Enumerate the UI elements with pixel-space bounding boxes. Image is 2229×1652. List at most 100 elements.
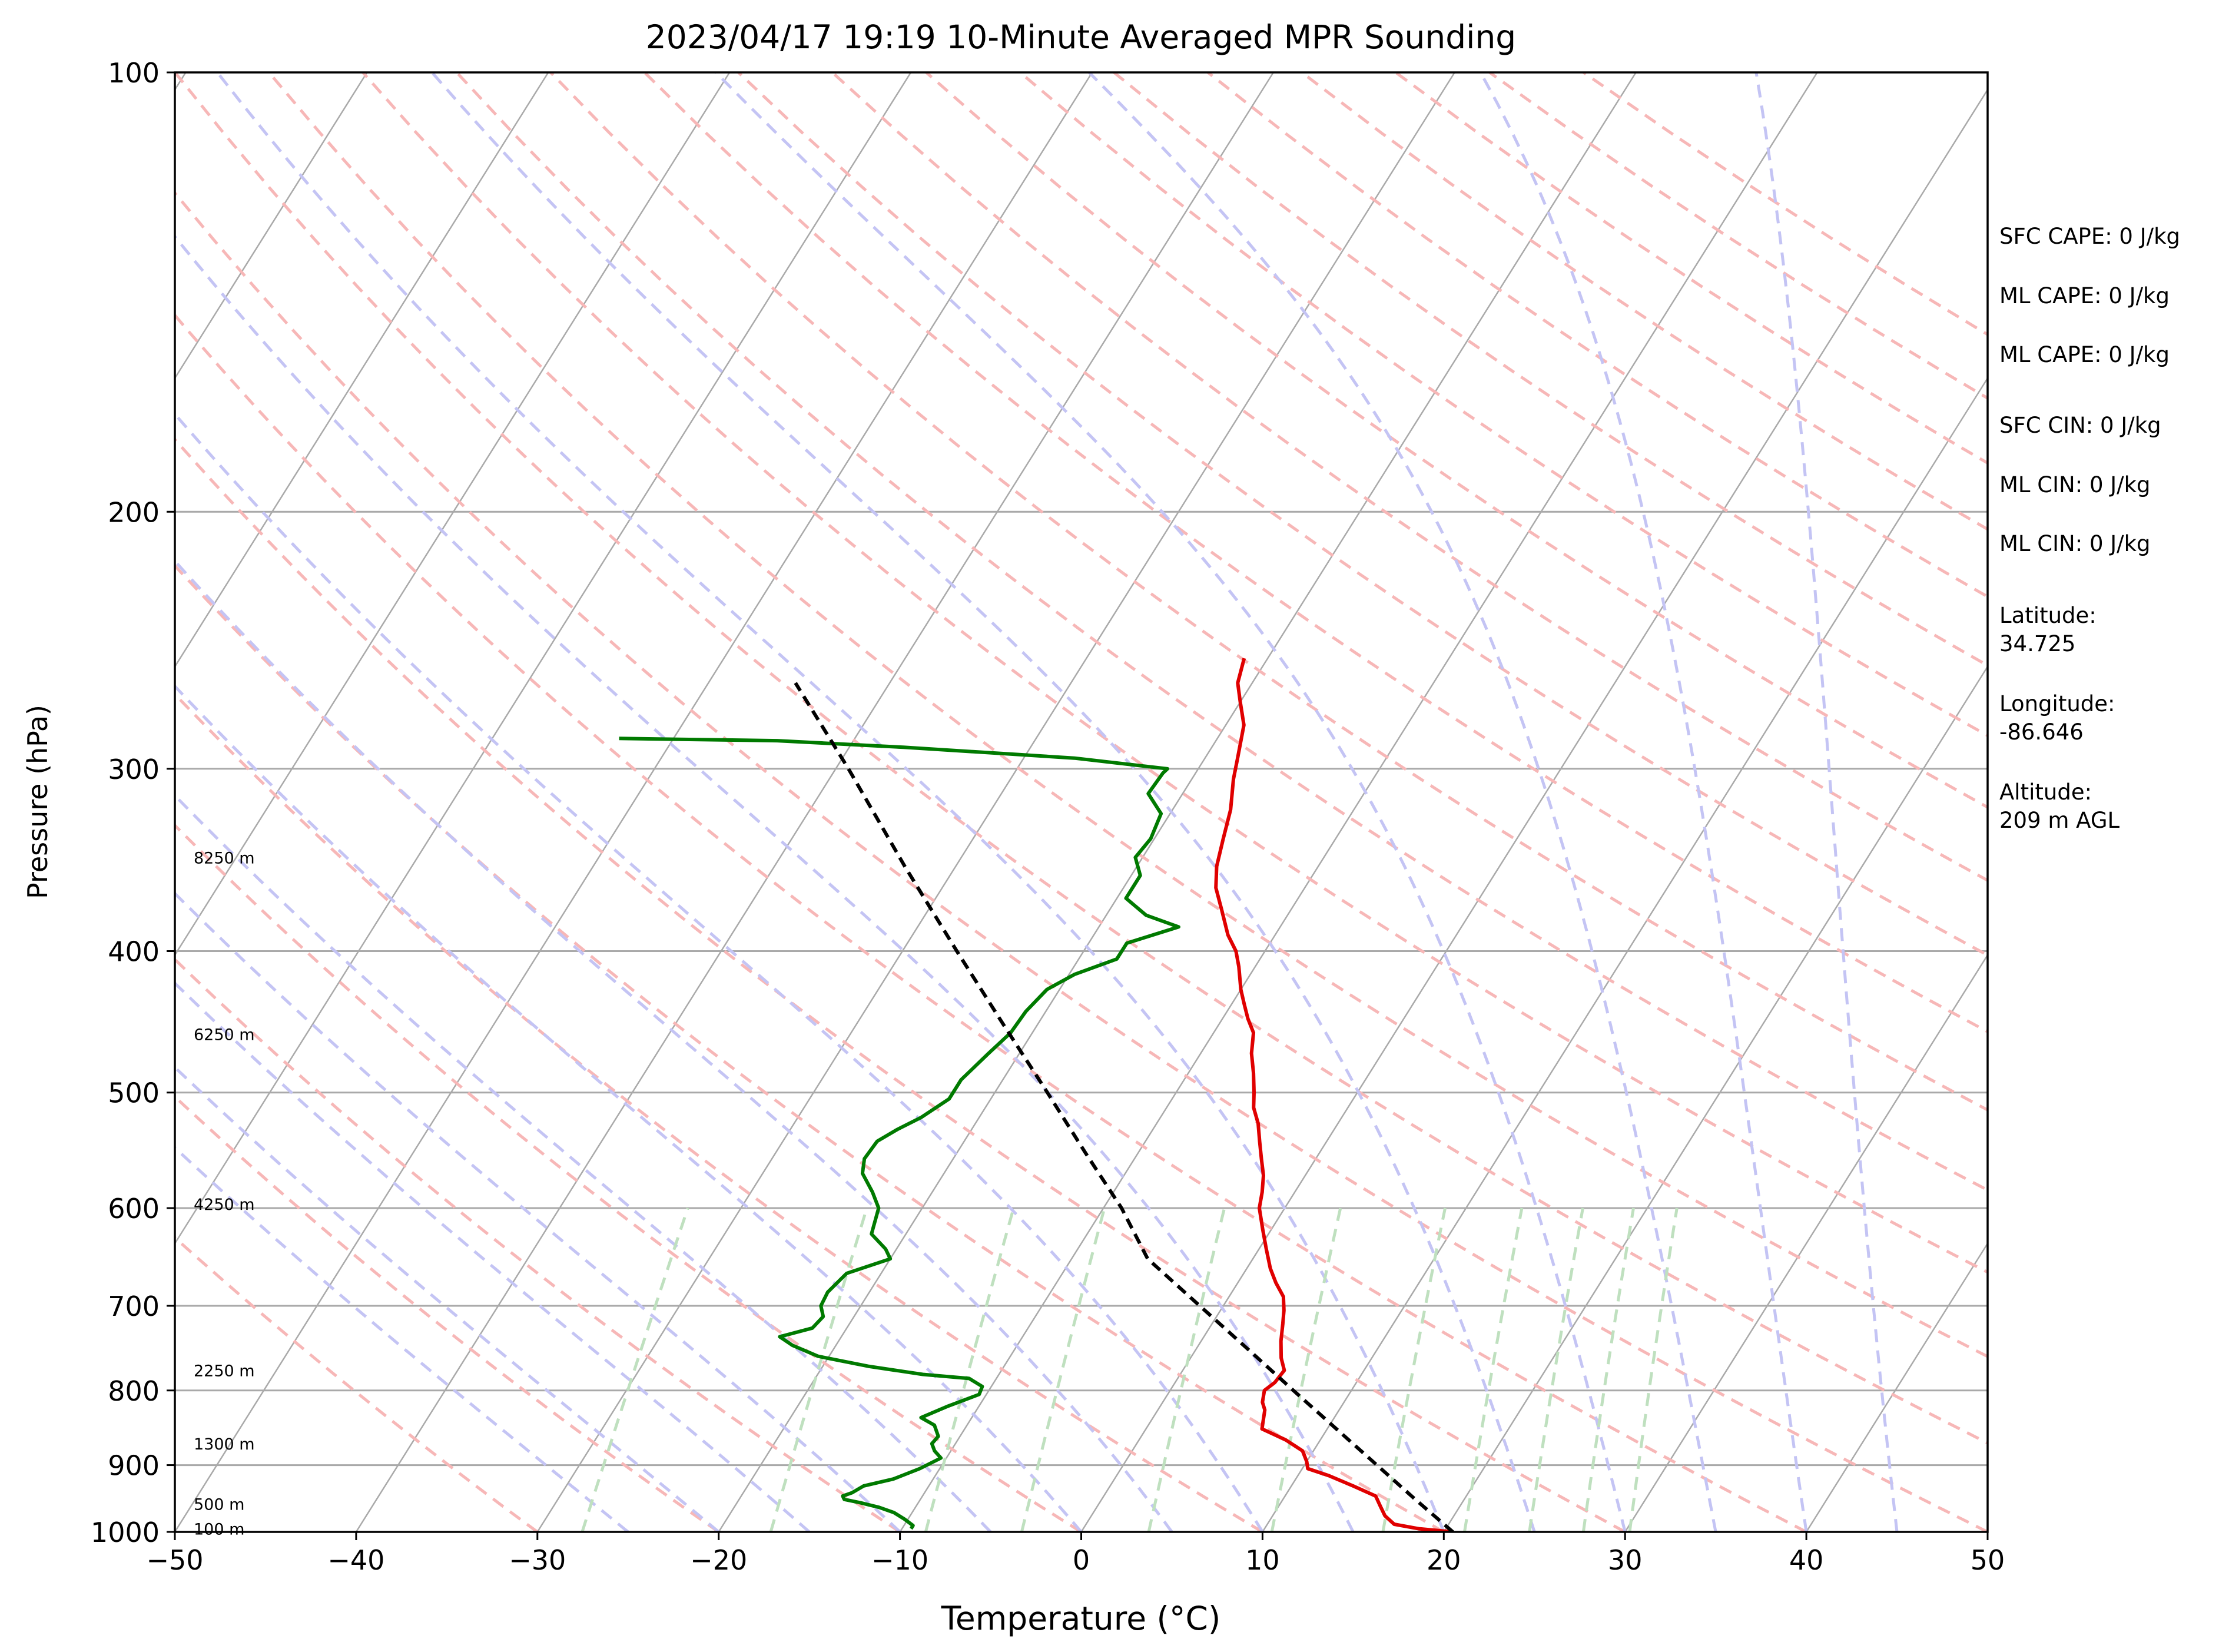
isotherm-line (1624, 953, 1988, 1532)
isotherm-line (175, 72, 912, 1245)
isotherm-line (175, 72, 731, 957)
mixing-ratio-line (1463, 1208, 1524, 1532)
isotherm-line (1443, 665, 1988, 1532)
x-tick-label: −30 (509, 1544, 566, 1576)
info-ml-cin-2: ML CIN: 0 J/kg (1999, 531, 2151, 556)
mixing-ratio-line (1147, 1208, 1226, 1532)
height-label: 500 m (194, 1496, 244, 1514)
height-label: 100 m (194, 1521, 244, 1539)
dry-adiabat-line (267, 72, 1988, 1358)
y-axis-title: Pressure (hPa) (22, 705, 54, 899)
x-axis-ticks: −50 −40 −30 −20 −10 0 10 20 30 40 50 (146, 1532, 2005, 1576)
parcel-line (794, 682, 1454, 1532)
moist-adiabat-line (216, 72, 1445, 1532)
x-tick-label: −20 (690, 1544, 747, 1576)
info-sfc-cin: SFC CIN: 0 J/kg (1999, 413, 2161, 438)
isotherm-line (899, 72, 1818, 1532)
info-ml-cape-1: ML CAPE: 0 J/kg (1999, 283, 2170, 308)
x-tick-label: 50 (1971, 1544, 2005, 1576)
dry-adiabat-line (361, 72, 1988, 1274)
y-tick-label: 900 (108, 1450, 160, 1482)
y-tick-label: 1000 (91, 1517, 160, 1548)
height-label: 8250 m (194, 849, 255, 867)
y-tick-label: 600 (108, 1193, 160, 1225)
isotherm-line (355, 72, 1274, 1532)
info-ml-cape-2: ML CAPE: 0 J/kg (1999, 342, 2170, 367)
isotherm-line (175, 72, 549, 668)
dry-adiabat-line (175, 72, 1988, 1445)
moist-adiabat-line (1088, 72, 1717, 1532)
moist-adiabat-line (175, 1146, 629, 1532)
dry-adiabat-line (175, 563, 1445, 1532)
x-tick-label: 30 (1608, 1544, 1643, 1576)
x-tick-label: 20 (1427, 1544, 1461, 1576)
dry-adiabat-line (175, 823, 1082, 1532)
moist-adiabat-line (1479, 72, 1808, 1532)
info-latitude-label: Latitude: (1999, 603, 2097, 628)
sounding-profiles (619, 658, 1454, 1532)
mixing-ratio-line (1528, 1208, 1584, 1532)
y-tick-label: 500 (108, 1077, 160, 1109)
y-axis-ticks: 100 200 300 400 500 600 700 800 900 1000 (91, 57, 175, 1548)
x-tick-label: 10 (1245, 1544, 1280, 1576)
dry-adiabat-line (1019, 72, 1988, 738)
background-lines (175, 72, 1988, 1532)
x-tick-label: 40 (1789, 1544, 1824, 1576)
y-tick-label: 400 (108, 936, 160, 968)
dry-adiabat-line (175, 190, 1988, 1532)
mixing-ratio-line (1628, 1208, 1679, 1532)
dewpoint-line (619, 737, 1180, 1530)
y-tick-label: 300 (108, 754, 160, 785)
x-tick-label: −10 (871, 1544, 928, 1576)
moist-adiabat-line (715, 72, 1627, 1532)
height-label: 4250 m (194, 1196, 255, 1214)
mixing-ratio-line (1381, 1208, 1447, 1532)
mixing-ratio-line (924, 1208, 1016, 1532)
isotherm-line (1806, 1242, 1988, 1532)
isotherm-line (536, 72, 1455, 1532)
temperature-line (1214, 658, 1453, 1532)
dry-adiabat-line (175, 1235, 539, 1532)
x-axis-title: Temperature (°C) (941, 1600, 1221, 1637)
info-ml-cin-1: ML CIN: 0 J/kg (1999, 472, 2151, 497)
y-tick-label: 200 (108, 496, 160, 528)
y-tick-label: 700 (108, 1291, 160, 1322)
info-latitude-value: 34.725 (1999, 631, 2075, 656)
dry-adiabat-line (175, 1094, 720, 1532)
mixing-ratio-line (581, 1208, 689, 1532)
height-labels: 8250 m 6250 m 4250 m 2250 m 1300 m 500 m 100 m (194, 849, 255, 1538)
moist-adiabat-line (175, 559, 1173, 1532)
isotherm-line (1080, 88, 1988, 1532)
mixing-ratio-line (1270, 1208, 1342, 1532)
dry-adiabat-line (175, 692, 1263, 1532)
height-label: 6250 m (194, 1026, 255, 1044)
x-tick-label: −40 (327, 1544, 384, 1576)
info-longitude-label: Longitude: (1999, 691, 2115, 716)
mixing-ratio-line (1581, 1208, 1635, 1532)
info-longitude-value: -86.646 (1999, 719, 2084, 745)
dry-adiabat-line (549, 72, 1988, 1112)
x-tick-label: 0 (1073, 1544, 1090, 1576)
y-tick-label: 100 (108, 57, 160, 89)
info-altitude-label: Altitude: (1999, 779, 2092, 805)
mixing-ratio-line (769, 1208, 868, 1532)
dry-adiabat-line (175, 437, 1626, 1532)
isotherm-line (718, 72, 1637, 1532)
mixing-ratio-line (1020, 1208, 1106, 1532)
dry-adiabat-line (831, 72, 1988, 883)
dry-adiabat-line (175, 957, 901, 1532)
moist-adiabat-line (175, 412, 1264, 1532)
height-label: 2250 m (194, 1362, 255, 1381)
info-panel: SFC CAPE: 0 J/kg ML CAPE: 0 J/kg ML CAPE… (1999, 224, 2180, 833)
moist-adiabat-line (175, 981, 811, 1532)
dry-adiabat-line (175, 313, 1807, 1532)
info-altitude-value: 209 m AGL (1999, 808, 2120, 833)
dry-adiabat-line (455, 72, 1988, 1192)
isotherm-line (175, 72, 368, 380)
moist-adiabat-line (175, 891, 901, 1532)
x-tick-label: −50 (146, 1544, 203, 1576)
info-sfc-cape: SFC CAPE: 0 J/kg (1999, 224, 2180, 249)
dry-adiabat-line (643, 72, 1988, 1034)
y-tick-label: 800 (108, 1375, 160, 1407)
